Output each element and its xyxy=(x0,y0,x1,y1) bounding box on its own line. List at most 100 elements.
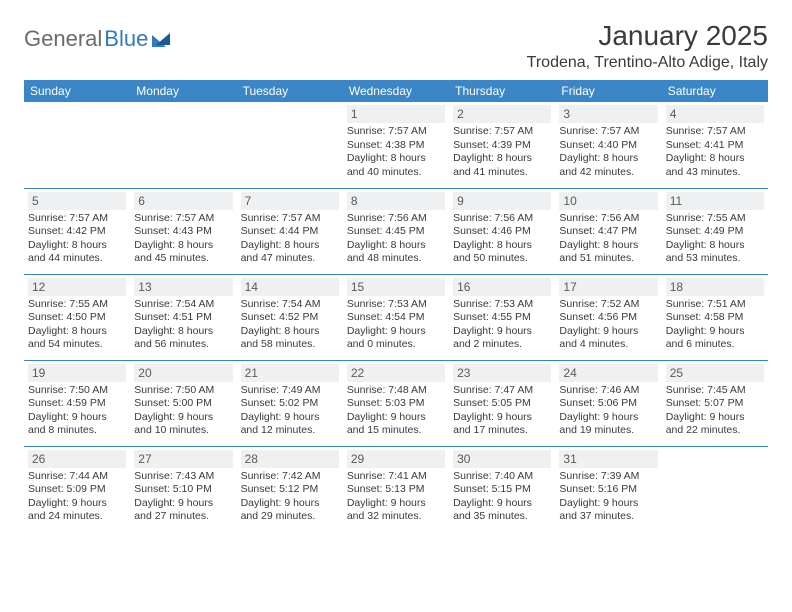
day-number: 9 xyxy=(453,192,551,210)
daylight-text: Daylight: 9 hours and 6 minutes. xyxy=(666,325,764,352)
day-details: Sunrise: 7:57 AMSunset: 4:40 PMDaylight:… xyxy=(559,125,657,180)
day-details: Sunrise: 7:56 AMSunset: 4:45 PMDaylight:… xyxy=(347,212,445,267)
calendar-day-cell: 1Sunrise: 7:57 AMSunset: 4:38 PMDaylight… xyxy=(343,102,449,188)
day-number: 14 xyxy=(241,278,339,296)
calendar-day-cell: 20Sunrise: 7:50 AMSunset: 5:00 PMDayligh… xyxy=(130,360,236,446)
day-number: 2 xyxy=(453,105,551,123)
calendar-day-cell: 5Sunrise: 7:57 AMSunset: 4:42 PMDaylight… xyxy=(24,188,130,274)
sunrise-text: Sunrise: 7:40 AM xyxy=(453,470,551,484)
day-details: Sunrise: 7:43 AMSunset: 5:10 PMDaylight:… xyxy=(134,470,232,525)
day-number: 10 xyxy=(559,192,657,210)
sunset-text: Sunset: 4:47 PM xyxy=(559,225,657,239)
sunset-text: Sunset: 4:52 PM xyxy=(241,311,339,325)
sunset-text: Sunset: 4:42 PM xyxy=(28,225,126,239)
sunset-text: Sunset: 4:59 PM xyxy=(28,397,126,411)
day-number: 18 xyxy=(666,278,764,296)
day-header-row: Sunday Monday Tuesday Wednesday Thursday… xyxy=(24,80,768,102)
sunset-text: Sunset: 4:41 PM xyxy=(666,139,764,153)
calendar-day-cell: 24 Sunrise: 7:46 AMSunset: 5:06 PMDayligh… xyxy=(555,360,661,446)
sunset-text: Sunset: 4:56 PM xyxy=(559,311,657,325)
daylight-text: Daylight: 8 hours and 58 minutes. xyxy=(241,325,339,352)
calendar-day-cell: 26Sunrise: 7:44 AMSunset: 5:09 PMDayligh… xyxy=(24,446,130,532)
sunrise-text: Sunrise: 7:46 AM xyxy=(559,384,657,398)
day-number: 8 xyxy=(347,192,445,210)
sunset-text: Sunset: 5:06 PM xyxy=(559,397,657,411)
sunrise-text: Sunrise: 7:56 AM xyxy=(559,212,657,226)
calendar-day-cell: 30Sunrise: 7:40 AMSunset: 5:15 PMDayligh… xyxy=(449,446,555,532)
sunset-text: Sunset: 5:07 PM xyxy=(666,397,764,411)
daylight-text: Daylight: 9 hours and 12 minutes. xyxy=(241,411,339,438)
sunset-text: Sunset: 4:51 PM xyxy=(134,311,232,325)
daylight-text: Daylight: 9 hours and 17 minutes. xyxy=(453,411,551,438)
day-number: 21 xyxy=(241,364,339,382)
sunrise-text: Sunrise: 7:48 AM xyxy=(347,384,445,398)
day-number: 30 xyxy=(453,450,551,468)
sunrise-text: Sunrise: 7:41 AM xyxy=(347,470,445,484)
calendar-week-row: 1Sunrise: 7:57 AMSunset: 4:38 PMDaylight… xyxy=(24,102,768,188)
day-details: Sunrise: 7:50 AMSunset: 5:00 PMDaylight:… xyxy=(134,384,232,439)
sunrise-text: Sunrise: 7:44 AM xyxy=(28,470,126,484)
day-details: Sunrise: 7:42 AMSunset: 5:12 PMDaylight:… xyxy=(241,470,339,525)
day-header: Thursday xyxy=(449,80,555,102)
day-details: Sunrise: 7:54 AMSunset: 4:52 PMDaylight:… xyxy=(241,298,339,353)
day-details: Sunrise: 7:55 AMSunset: 4:49 PMDaylight:… xyxy=(666,212,764,267)
day-number: 23 xyxy=(453,364,551,382)
daylight-text: Daylight: 9 hours and 24 minutes. xyxy=(28,497,126,524)
day-number: 17 xyxy=(559,278,657,296)
sunset-text: Sunset: 5:02 PM xyxy=(241,397,339,411)
sunrise-text: Sunrise: 7:55 AM xyxy=(28,298,126,312)
day-number: 27 xyxy=(134,450,232,468)
day-details: Sunrise: 7:49 AMSunset: 5:02 PMDaylight:… xyxy=(241,384,339,439)
calendar-day-cell: 12Sunrise: 7:55 AMSunset: 4:50 PMDayligh… xyxy=(24,274,130,360)
calendar-day-cell xyxy=(237,102,343,188)
page-header: General Blue January 2025 Trodena, Trent… xyxy=(24,20,768,72)
sunset-text: Sunset: 4:55 PM xyxy=(453,311,551,325)
calendar-day-cell: 29Sunrise: 7:41 AMSunset: 5:13 PMDayligh… xyxy=(343,446,449,532)
calendar-day-cell: 11Sunrise: 7:55 AMSunset: 4:49 PMDayligh… xyxy=(662,188,768,274)
calendar-page: General Blue January 2025 Trodena, Trent… xyxy=(0,0,792,552)
sunrise-text: Sunrise: 7:47 AM xyxy=(453,384,551,398)
daylight-text: Daylight: 9 hours and 19 minutes. xyxy=(559,411,657,438)
day-number: 4 xyxy=(666,105,764,123)
daylight-text: Daylight: 9 hours and 29 minutes. xyxy=(241,497,339,524)
daylight-text: Daylight: 9 hours and 2 minutes. xyxy=(453,325,551,352)
day-details: Sunrise: 7:57 AMSunset: 4:38 PMDaylight:… xyxy=(347,125,445,180)
day-details: Sunrise: 7:41 AMSunset: 5:13 PMDaylight:… xyxy=(347,470,445,525)
calendar-day-cell: 25Sunrise: 7:45 AMSunset: 5:07 PMDayligh… xyxy=(662,360,768,446)
daylight-text: Daylight: 9 hours and 37 minutes. xyxy=(559,497,657,524)
sunset-text: Sunset: 4:54 PM xyxy=(347,311,445,325)
day-details: Sunrise: 7:57 AMSunset: 4:43 PMDaylight:… xyxy=(134,212,232,267)
daylight-text: Daylight: 8 hours and 43 minutes. xyxy=(666,152,764,179)
sunset-text: Sunset: 5:03 PM xyxy=(347,397,445,411)
calendar-week-row: 12Sunrise: 7:55 AMSunset: 4:50 PMDayligh… xyxy=(24,274,768,360)
day-number: 3 xyxy=(559,105,657,123)
sunset-text: Sunset: 5:15 PM xyxy=(453,483,551,497)
daylight-text: Daylight: 9 hours and 10 minutes. xyxy=(134,411,232,438)
logo-text-blue: Blue xyxy=(104,26,148,52)
calendar-day-cell: 28Sunrise: 7:42 AMSunset: 5:12 PMDayligh… xyxy=(237,446,343,532)
day-number: 25 xyxy=(666,364,764,382)
day-number: 6 xyxy=(134,192,232,210)
day-header: Saturday xyxy=(662,80,768,102)
calendar-day-cell xyxy=(130,102,236,188)
day-details: Sunrise: 7:52 AMSunset: 4:56 PMDaylight:… xyxy=(559,298,657,353)
daylight-text: Daylight: 9 hours and 0 minutes. xyxy=(347,325,445,352)
sunrise-text: Sunrise: 7:57 AM xyxy=(28,212,126,226)
daylight-text: Daylight: 8 hours and 56 minutes. xyxy=(134,325,232,352)
calendar-day-cell: 8 Sunrise: 7:56 AMSunset: 4:45 PMDaylight… xyxy=(343,188,449,274)
sunrise-text: Sunrise: 7:55 AM xyxy=(666,212,764,226)
sunrise-text: Sunrise: 7:45 AM xyxy=(666,384,764,398)
day-number: 19 xyxy=(28,364,126,382)
calendar-day-cell: 31Sunrise: 7:39 AMSunset: 5:16 PMDayligh… xyxy=(555,446,661,532)
day-details: Sunrise: 7:57 AMSunset: 4:42 PMDaylight:… xyxy=(28,212,126,267)
day-number: 12 xyxy=(28,278,126,296)
sunset-text: Sunset: 4:45 PM xyxy=(347,225,445,239)
calendar-day-cell: 2Sunrise: 7:57 AMSunset: 4:39 PMDaylight… xyxy=(449,102,555,188)
day-header: Friday xyxy=(555,80,661,102)
daylight-text: Daylight: 8 hours and 44 minutes. xyxy=(28,239,126,266)
daylight-text: Daylight: 8 hours and 42 minutes. xyxy=(559,152,657,179)
calendar-day-cell: 15Sunrise: 7:53 AMSunset: 4:54 PMDayligh… xyxy=(343,274,449,360)
daylight-text: Daylight: 8 hours and 53 minutes. xyxy=(666,239,764,266)
day-number: 24 xyxy=(559,364,657,382)
sunrise-text: Sunrise: 7:57 AM xyxy=(559,125,657,139)
